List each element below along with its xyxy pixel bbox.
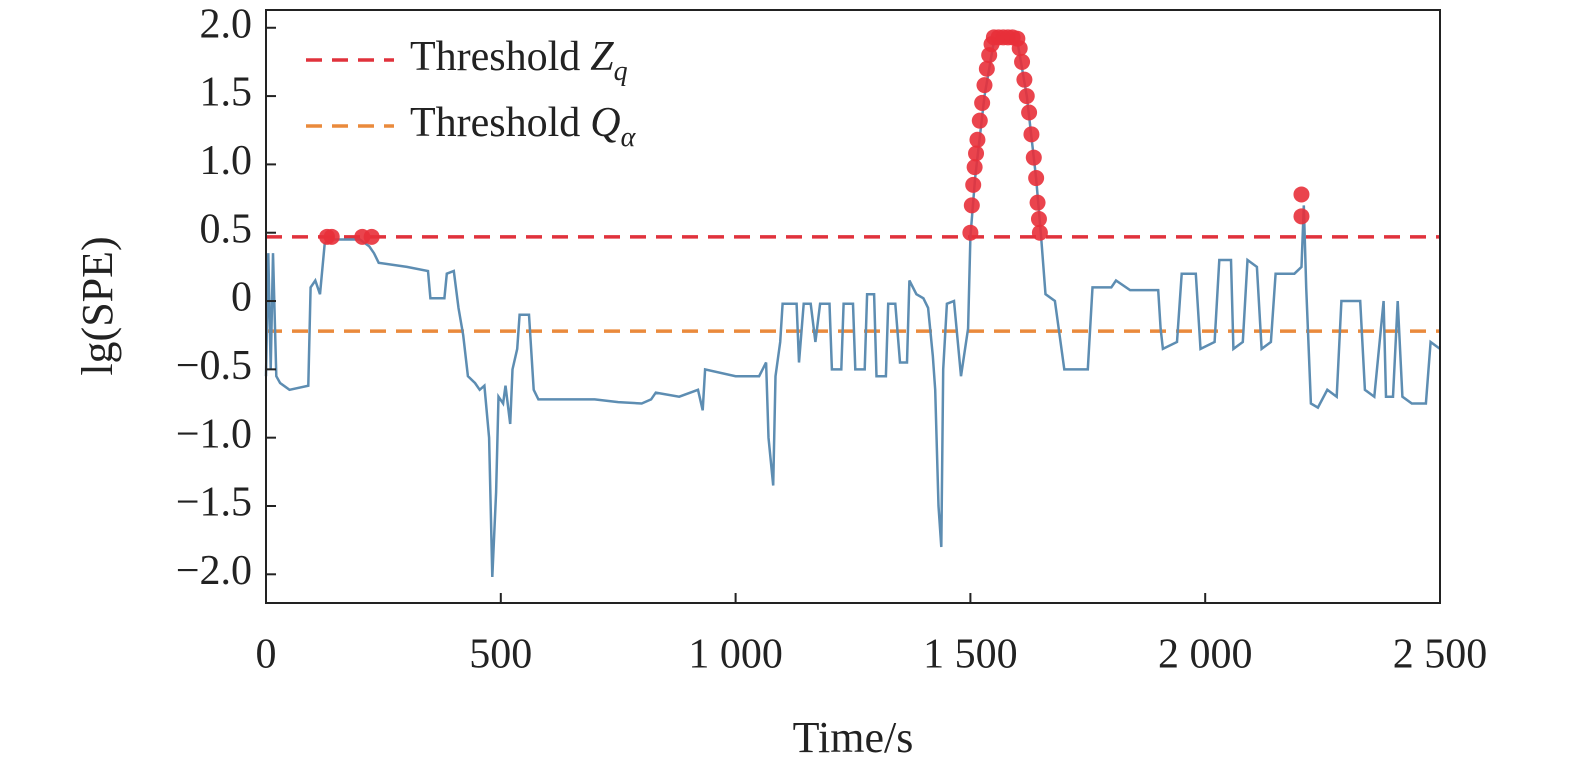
y-tick-label: 1.0 (200, 138, 253, 184)
legend-subscript: q (614, 56, 628, 87)
alarm-point (963, 197, 980, 214)
alarm-point (966, 159, 983, 176)
spe-line (264, 40, 1441, 578)
y-tick-label: −0.5 (176, 343, 252, 389)
alarm-point (978, 60, 995, 77)
alarm-point (1030, 211, 1047, 228)
alarm-point (1029, 194, 1046, 211)
y-tick-label: −2.0 (176, 548, 252, 594)
y-tick-label: 0 (231, 275, 252, 321)
alarm-point (1025, 149, 1042, 166)
x-tick-label: 1 000 (688, 632, 783, 678)
alarm-point (1023, 126, 1040, 143)
x-tick-label: 0 (256, 632, 277, 678)
alarm-point (1014, 53, 1031, 70)
legend-label: Threshold Qα (410, 100, 637, 154)
y-tick-label: 0.5 (200, 206, 253, 252)
alarm-point (968, 145, 985, 162)
y-tick-label: 1.5 (200, 70, 253, 116)
alarm-point (1293, 186, 1310, 203)
alarm-point (1011, 40, 1028, 57)
alarm-point (962, 224, 979, 241)
alarm-point (976, 77, 993, 94)
y-tick-label: −1.0 (176, 411, 252, 457)
alarm-point (965, 176, 982, 193)
legend-symbol: Z (590, 34, 614, 80)
alarm-point (1293, 208, 1310, 225)
legend-label: Threshold Zq (410, 34, 628, 88)
y-tick-label: 2.0 (200, 1, 253, 47)
x-tick-label: 2 000 (1158, 632, 1253, 678)
legend-name: Threshold (410, 34, 580, 80)
alarm-point (1016, 71, 1033, 88)
x-axis-label: Time/s (793, 713, 914, 762)
alarm-point (363, 228, 380, 245)
alarm-point (971, 112, 988, 129)
legend-name: Threshold (410, 100, 580, 146)
alarm-point (1021, 104, 1038, 121)
alarm-point (974, 94, 991, 111)
alarm-point (1018, 88, 1035, 105)
x-tick-label: 2 500 (1393, 632, 1488, 678)
legend-symbol: Q (590, 100, 620, 146)
x-tick-label: 500 (469, 632, 532, 678)
alarm-point (1028, 170, 1045, 187)
alarm-point (323, 228, 340, 245)
alarm-point (969, 131, 986, 148)
plot-frame (265, 9, 1441, 604)
y-tick-label: −1.5 (176, 480, 252, 526)
x-tick-label: 1 500 (923, 632, 1018, 678)
y-axis-label: lg(SPE) (73, 236, 122, 375)
alarm-point (1031, 224, 1048, 241)
legend-subscript: α (621, 122, 637, 153)
